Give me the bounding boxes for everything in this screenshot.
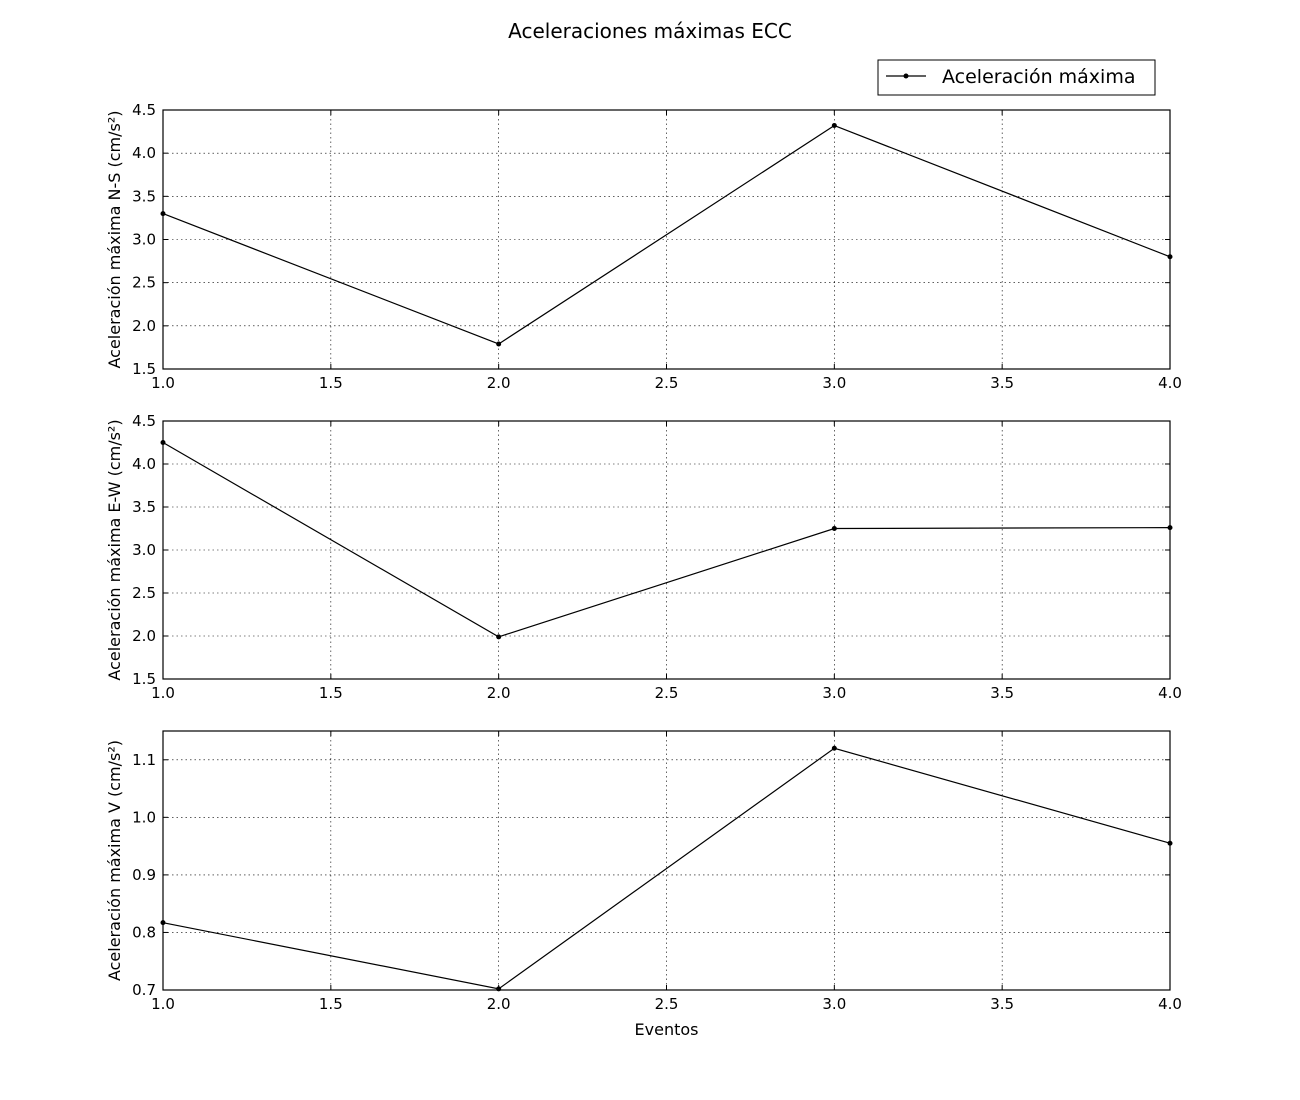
data-point <box>1167 525 1173 531</box>
x-tick-label: 2.0 <box>487 995 511 1013</box>
data-point <box>1167 254 1173 260</box>
subplot-3: 1.0 1.5 2.0 2.5 3.0 3.5 4.0 0.7 0.8 0.9 1.0 1.1 Acel… <box>105 730 1182 1039</box>
x-tick-label: 1.0 <box>151 684 175 702</box>
legend-box <box>877 59 1156 96</box>
y-tick-label: 3.5 <box>132 498 156 516</box>
data-point <box>160 211 166 217</box>
subplot-2: 1.0 1.5 2.0 2.5 3.0 3.5 4.01.52.02.53.03.54.04… <box>105 412 1182 702</box>
y-tick-label: 3.5 <box>132 187 156 205</box>
x-tick-label: 4.0 <box>1158 995 1182 1013</box>
axes-frame <box>162 730 1171 991</box>
y-tick-label: 3.0 <box>132 231 156 249</box>
x-tick-label: 2.0 <box>487 374 511 392</box>
x-tick-label: 3.5 <box>990 995 1014 1013</box>
x-tick-label: 2.5 <box>655 374 679 392</box>
y-tick-label: 0.8 <box>132 923 156 941</box>
x-tick-label: 1.5 <box>319 374 343 392</box>
data-point <box>831 745 837 751</box>
legend-marker-sample <box>903 73 909 79</box>
series-line <box>162 124 1171 345</box>
data-point <box>1167 840 1173 846</box>
data-point <box>160 440 166 445</box>
y-axis-label: Aceleración máxima E-W (cm/s²) <box>105 419 124 680</box>
y-axis-label: Aceleración máxima N-S (cm/s²) <box>105 110 124 368</box>
x-tick-label: 1.5 <box>319 684 343 702</box>
y-tick-label: 2.5 <box>132 584 156 602</box>
x-tick-label: 4.0 <box>1158 374 1182 392</box>
y-tick-label: 4.0 <box>132 144 156 162</box>
x-tick-label: 3.0 <box>822 684 846 702</box>
y-tick-label: 4.5 <box>132 412 156 430</box>
y-tick-label: 1.5 <box>132 670 156 688</box>
data-point <box>496 634 502 640</box>
y-axis-label: Aceleración máxima V (cm/s²) <box>105 740 124 981</box>
x-tick-label: 2.5 <box>655 684 679 702</box>
x-tick-label: 3.5 <box>990 684 1014 702</box>
x-tick-label: 1.5 <box>319 995 343 1013</box>
legend: Aceleración máxima <box>877 59 1156 96</box>
x-tick-label: 4.0 <box>1158 684 1182 702</box>
data-point <box>831 123 837 129</box>
x-tick-label: 1.0 <box>151 374 175 392</box>
data-point <box>160 920 166 926</box>
x-tick-label: 3.0 <box>822 374 846 392</box>
y-tick-label: 2.0 <box>132 627 156 645</box>
y-tick-label: 4.5 <box>132 101 156 119</box>
axes-frame <box>162 109 1171 370</box>
x-tick-label: 1.0 <box>151 995 175 1013</box>
y-tick-label: 0.9 <box>132 866 156 884</box>
series-line <box>162 441 1171 638</box>
y-tick-label: 4.0 <box>132 455 156 473</box>
x-tick-label: 2.5 <box>655 995 679 1013</box>
data-point <box>496 986 502 992</box>
x-axis-label: Eventos <box>635 1020 699 1039</box>
y-tick-label: 1.1 <box>132 751 156 769</box>
y-tick-label: 2.5 <box>132 274 156 292</box>
series-line <box>162 747 1171 990</box>
subplot-1: 1.0 1.5 2.0 2.5 3.0 3.5 4.01.52.02.53.03.54.04… <box>105 101 1182 392</box>
data-point <box>831 526 837 531</box>
axes-frame <box>162 420 1171 680</box>
legend-label: Aceleración máxima <box>942 66 1135 88</box>
y-tick-label: 1.0 <box>132 808 156 826</box>
subplots: 1.0 1.5 2.0 2.5 3.0 3.5 4.01.52.02.53.03.54.04… <box>105 101 1182 1039</box>
chart-title: Aceleraciones máximas ECC <box>508 19 792 43</box>
x-tick-label: 2.0 <box>487 684 511 702</box>
y-tick-label: 0.7 <box>132 981 156 999</box>
x-tick-label: 3.0 <box>822 995 846 1013</box>
data-point <box>496 341 502 347</box>
y-tick-label: 2.0 <box>132 317 156 335</box>
y-tick-label: 1.5 <box>132 360 156 378</box>
y-tick-label: 3.0 <box>132 541 156 559</box>
x-tick-label: 3.5 <box>990 374 1014 392</box>
